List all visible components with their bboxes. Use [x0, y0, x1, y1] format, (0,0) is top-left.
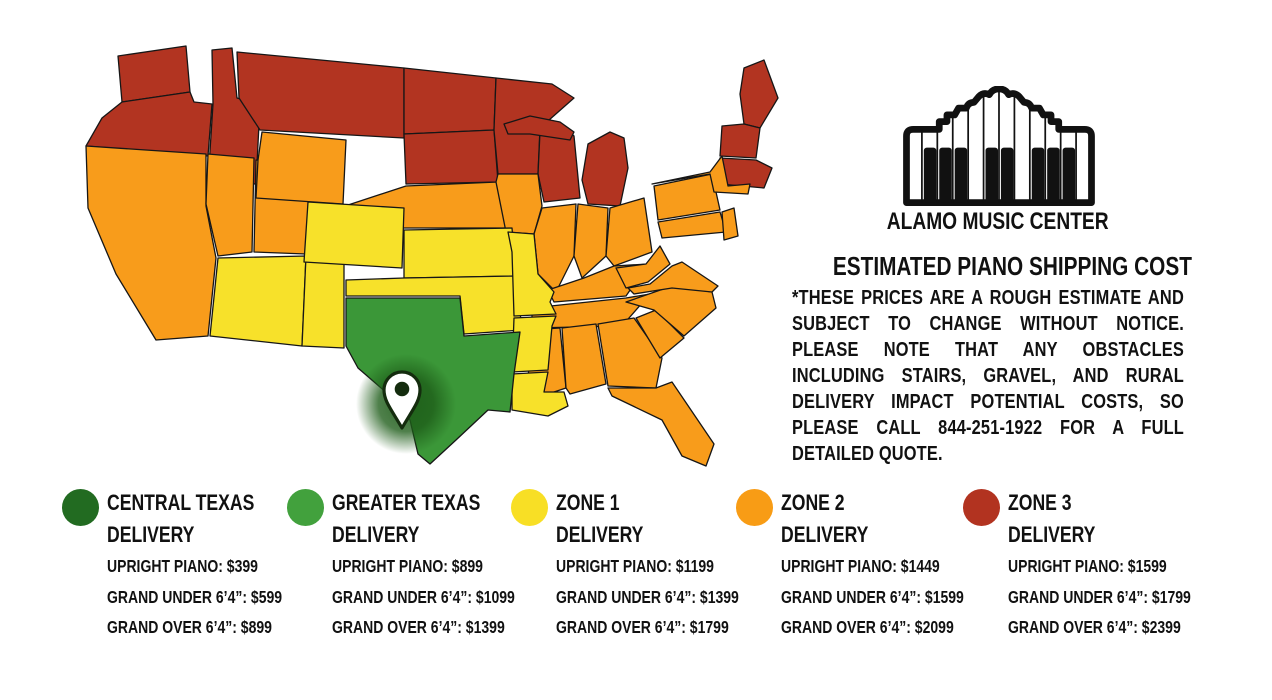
state-AZ	[209, 255, 307, 347]
zone-title: CENTRAL TEXAS	[107, 490, 255, 515]
zone-title: GREATER TEXAS	[332, 490, 481, 515]
price-grand-under: GRAND UNDER 6’4”: $1599	[781, 586, 964, 607]
legend-dot-zone-1	[511, 489, 548, 526]
state-ID	[207, 47, 261, 185]
alamo-music-center-logo	[893, 85, 1105, 212]
price-upright: UPRIGHT PIANO: $399	[107, 556, 258, 576]
state-VT_NH	[719, 123, 761, 159]
state-WV	[615, 245, 671, 289]
zone-title: ZONE 3	[1008, 490, 1072, 515]
state-OR	[85, 91, 213, 157]
state-SC	[635, 309, 685, 359]
legend-dot-zone-2	[736, 489, 773, 526]
state-MO	[507, 231, 557, 317]
price-upright: UPRIGHT PIANO: $1449	[781, 556, 940, 576]
zone-title: ZONE 1	[556, 490, 620, 515]
zone-subtitle: DELIVERY	[107, 522, 195, 547]
price-upright: UPRIGHT PIANO: $899	[332, 556, 483, 576]
state-ME	[739, 59, 779, 129]
zone-subtitle: DELIVERY	[556, 522, 644, 547]
brand-name: ALAMO MUSIC CENTER	[887, 208, 1109, 235]
price-upright: UPRIGHT PIANO: $1599	[1008, 556, 1167, 576]
legend-item-zone-2: ZONE 2 DELIVERY UPRIGHT PIANO: $1449 GRA…	[736, 487, 1010, 643]
price-grand-over: GRAND OVER 6’4”: $2099	[781, 617, 954, 637]
price-grand-under: GRAND UNDER 6’4”: $1799	[1008, 586, 1191, 607]
price-grand-over: GRAND OVER 6’4”: $899	[107, 617, 272, 637]
price-grand-under: GRAND UNDER 6’4”: $599	[107, 586, 283, 607]
zone-subtitle: DELIVERY	[781, 522, 869, 547]
state-MT	[236, 51, 405, 139]
price-grand-over: GRAND OVER 6’4”: $1799	[556, 617, 729, 637]
state-KS	[403, 227, 517, 279]
legend-dot-central-texas	[62, 489, 99, 526]
states-layer	[85, 45, 779, 467]
state-VA	[627, 261, 719, 295]
disclaimer-text: *THESE PRICES ARE A ROUGH ESTIMATE AND S…	[792, 287, 1184, 465]
state-OH	[605, 197, 653, 267]
zone-title: ZONE 2	[781, 490, 845, 515]
state-WY	[255, 131, 347, 205]
legend-item-greater-texas: GREATER TEXAS DELIVERY UPRIGHT PIANO: $8…	[287, 487, 561, 643]
page-title: ESTIMATED PIANO SHIPPING COST	[832, 251, 1192, 281]
legend-item-zone-1: ZONE 1 DELIVERY UPRIGHT PIANO: $1199 GRA…	[511, 487, 785, 643]
legend-dot-zone-3	[963, 489, 1000, 526]
state-NY	[651, 155, 751, 195]
state-OK	[345, 275, 523, 335]
state-CO	[303, 201, 405, 269]
us-zone-map	[60, 40, 780, 470]
location-pin-icon	[382, 370, 422, 430]
state-AL	[561, 323, 607, 395]
price-grand-under: GRAND UNDER 6’4”: $1399	[556, 586, 739, 607]
state-NV	[205, 153, 255, 257]
price-grand-under: GRAND UNDER 6’4”: $1099	[332, 586, 515, 607]
us-map-svg	[85, 45, 779, 467]
state-NM	[301, 255, 345, 349]
state-PA	[653, 173, 721, 221]
state-LA	[511, 371, 569, 417]
price-grand-over: GRAND OVER 6’4”: $1399	[332, 617, 505, 637]
state-FL	[607, 381, 715, 467]
zone-subtitle: DELIVERY	[332, 522, 420, 547]
state-ND	[403, 67, 497, 135]
legend-item-central-texas: CENTRAL TEXAS DELIVERY UPRIGHT PIANO: $3…	[62, 487, 326, 643]
price-grand-over: GRAND OVER 6’4”: $2399	[1008, 617, 1181, 637]
state-IN	[573, 203, 609, 279]
state-NJ	[721, 207, 739, 241]
state-MI_UP	[503, 115, 575, 141]
state-SD	[403, 129, 499, 185]
price-upright: UPRIGHT PIANO: $1199	[556, 556, 714, 576]
state-MI	[581, 131, 629, 207]
legend-dot-greater-texas	[287, 489, 324, 526]
legend-item-zone-3: ZONE 3 DELIVERY UPRIGHT PIANO: $1599 GRA…	[963, 487, 1237, 643]
piano-keys-alamo-icon	[903, 85, 1095, 206]
state-CA	[85, 145, 217, 341]
zone-subtitle: DELIVERY	[1008, 522, 1096, 547]
